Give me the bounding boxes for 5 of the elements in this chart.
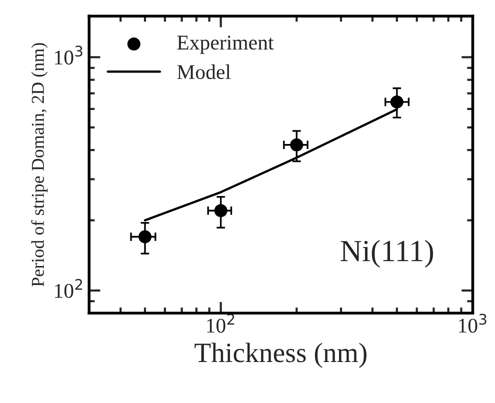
y-axis-title: Period of stripe Domain, 2D (nm) <box>31 43 48 286</box>
legend-label: Model <box>177 64 231 80</box>
annotation: Ni(111) <box>340 240 434 268</box>
x-axis-title: Thickness (nm) <box>194 342 366 368</box>
legend-label: Experiment <box>177 36 274 54</box>
